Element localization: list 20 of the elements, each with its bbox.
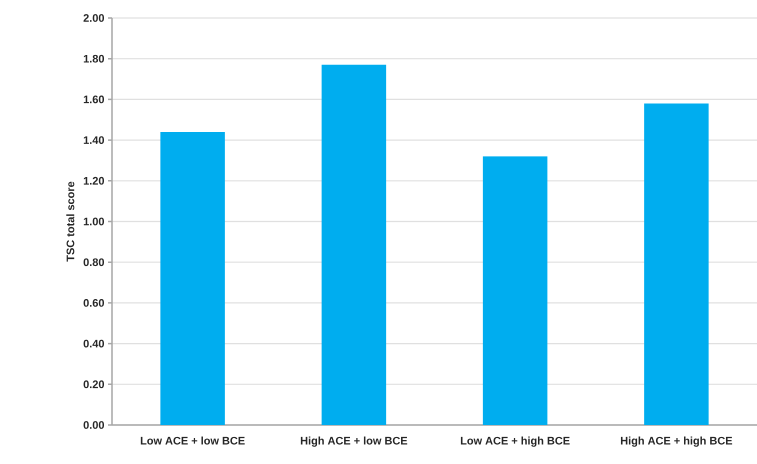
y-tick-label: 1.80 <box>84 54 104 63</box>
y-tick-label: 0.20 <box>84 380 104 388</box>
x-tick-label: Low ACE + low BCE <box>140 436 245 445</box>
y-tick-label: 2.00 <box>84 14 104 22</box>
y-tick-label: 0.60 <box>84 299 104 307</box>
bar <box>482 156 548 425</box>
y-tick-label: 0.00 <box>84 421 104 429</box>
bar <box>322 64 386 425</box>
x-tick-label: Low ACE + high BCE <box>460 436 570 447</box>
y-tick-label: 1.20 <box>84 176 104 185</box>
x-tick-label: High ACE + low BCE <box>300 436 408 447</box>
y-tick-label: 0.40 <box>84 340 104 348</box>
y-tick-label: 0.80 <box>84 258 104 266</box>
y-axis-title: TSC total score <box>66 182 74 262</box>
y-tick-label: 1.40 <box>84 136 104 144</box>
bar <box>160 132 225 425</box>
bar <box>644 103 709 425</box>
y-tick-label: 1.00 <box>84 218 104 226</box>
x-tick-label: High ACE + high BCE <box>620 436 732 447</box>
y-tick-label: 1.60 <box>84 96 104 104</box>
